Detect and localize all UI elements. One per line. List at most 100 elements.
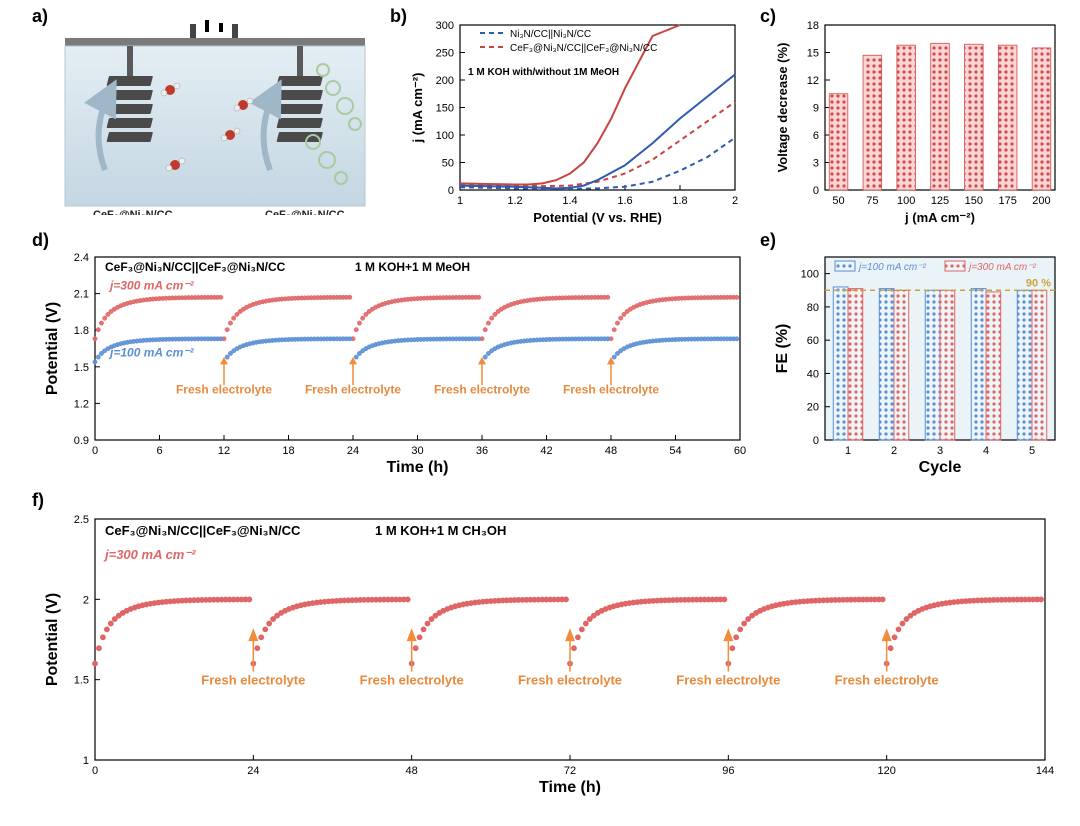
svg-text:FE (%): FE (%) (775, 324, 791, 374)
svg-text:1.4: 1.4 (562, 195, 577, 207)
svg-text:Fresh electrolyte: Fresh electrolyte (201, 672, 305, 687)
svg-text:50: 50 (832, 195, 844, 207)
svg-text:60: 60 (734, 445, 746, 457)
schematic-a: CeF₃@Ni₃N/CC CeF₃@Ni₃N/CC (55, 20, 375, 215)
svg-text:Fresh electrolyte: Fresh electrolyte (563, 383, 659, 397)
svg-text:15: 15 (807, 48, 819, 60)
svg-text:CeF₃@Ni₃N/CC||CeF₃@Ni₃N/CC: CeF₃@Ni₃N/CC||CeF₃@Ni₃N/CC (105, 523, 301, 538)
svg-text:Fresh electrolyte: Fresh electrolyte (176, 383, 272, 397)
svg-text:CeF₃@Ni₃N/CC: CeF₃@Ni₃N/CC (265, 209, 345, 215)
svg-text:150: 150 (965, 195, 983, 207)
svg-text:2.1: 2.1 (74, 289, 89, 301)
svg-text:2: 2 (732, 195, 738, 207)
svg-text:9: 9 (813, 103, 819, 115)
svg-text:1 M KOH+1 M MeOH: 1 M KOH+1 M MeOH (355, 260, 470, 274)
svg-text:2: 2 (891, 445, 897, 457)
panel-tag-e: e) (760, 230, 776, 251)
svg-text:30: 30 (411, 445, 423, 457)
svg-text:12: 12 (218, 445, 230, 457)
svg-text:1.8: 1.8 (74, 325, 89, 337)
svg-text:0: 0 (813, 185, 819, 197)
svg-text:Fresh electrolyte: Fresh electrolyte (360, 672, 464, 687)
svg-text:200: 200 (436, 75, 454, 87)
svg-text:144: 144 (1036, 765, 1054, 777)
svg-text:96: 96 (722, 765, 734, 777)
svg-text:50: 50 (442, 158, 454, 170)
svg-text:0: 0 (92, 765, 98, 777)
svg-text:1: 1 (457, 195, 463, 207)
svg-text:j=300 mA cm⁻²: j=300 mA cm⁻² (103, 547, 196, 562)
svg-text:Ni₃N/CC||Ni₃N/CC: Ni₃N/CC||Ni₃N/CC (510, 29, 591, 40)
svg-text:1.6: 1.6 (617, 195, 632, 207)
svg-text:Cycle: Cycle (919, 459, 962, 476)
svg-text:Time (h): Time (h) (539, 779, 601, 796)
chart-c: 50751001251501752000369121518j (mA cm⁻²)… (775, 15, 1065, 225)
chart-e: 12345020406080100CycleFE (%)90 %j=100 mA… (775, 245, 1065, 480)
svg-text:18: 18 (807, 20, 819, 32)
svg-text:Voltage decrease (%): Voltage decrease (%) (775, 43, 790, 173)
chart-b: 11.21.41.61.82050100150200250300Potentia… (405, 15, 745, 225)
svg-text:j=100 mA cm⁻²: j=100 mA cm⁻² (108, 346, 195, 360)
svg-text:0: 0 (448, 185, 454, 197)
svg-text:100: 100 (436, 130, 454, 142)
svg-text:Fresh electrolyte: Fresh electrolyte (835, 672, 939, 687)
svg-text:80: 80 (807, 302, 819, 314)
svg-text:54: 54 (669, 445, 681, 457)
svg-text:2: 2 (83, 594, 89, 606)
svg-text:90 %: 90 % (1026, 277, 1051, 289)
svg-text:CeF₃@Ni₃N/CC||CeF₃@Ni₃N/CC: CeF₃@Ni₃N/CC||CeF₃@Ni₃N/CC (105, 260, 286, 274)
svg-text:j=300 mA cm⁻²: j=300 mA cm⁻² (108, 278, 195, 292)
svg-text:j=300 mA cm⁻²: j=300 mA cm⁻² (967, 262, 1037, 273)
svg-text:1: 1 (845, 445, 851, 457)
svg-text:1.8: 1.8 (672, 195, 687, 207)
svg-text:2.5: 2.5 (74, 514, 89, 526)
svg-text:40: 40 (807, 368, 819, 380)
svg-text:18: 18 (282, 445, 294, 457)
svg-text:1 M KOH+1 M CH₃OH: 1 M KOH+1 M CH₃OH (375, 523, 506, 538)
panel-tag-c: c) (760, 6, 776, 27)
svg-text:200: 200 (1032, 195, 1050, 207)
svg-text:5: 5 (1029, 445, 1035, 457)
svg-text:125: 125 (931, 195, 949, 207)
svg-text:j (mA cm⁻²): j (mA cm⁻²) (410, 73, 425, 144)
svg-text:3: 3 (937, 445, 943, 457)
svg-text:j=100 mA cm⁻²: j=100 mA cm⁻² (857, 262, 927, 273)
svg-text:100: 100 (801, 269, 819, 281)
svg-text:6: 6 (813, 130, 819, 142)
svg-text:300: 300 (436, 20, 454, 32)
svg-text:48: 48 (605, 445, 617, 457)
svg-text:120: 120 (877, 765, 895, 777)
svg-text:0: 0 (92, 445, 98, 457)
svg-text:150: 150 (436, 103, 454, 115)
svg-text:Fresh electrolyte: Fresh electrolyte (518, 672, 622, 687)
svg-text:1.5: 1.5 (74, 675, 89, 687)
svg-text:100: 100 (897, 195, 915, 207)
svg-text:CeF₃@Ni₃N/CC: CeF₃@Ni₃N/CC (93, 209, 173, 215)
svg-text:Potential (V): Potential (V) (44, 593, 61, 686)
svg-text:Fresh electrolyte: Fresh electrolyte (676, 672, 780, 687)
svg-text:Fresh electrolyte: Fresh electrolyte (305, 383, 401, 397)
svg-text:Potential (V): Potential (V) (44, 302, 61, 395)
chart-d: 0 6 12 18 24 30 36 42 48 54 60 0.9 1.2 1.5 1.8 2.1 2.4 Ti… (40, 245, 750, 480)
svg-text:Time (h): Time (h) (387, 459, 449, 476)
svg-text:250: 250 (436, 48, 454, 60)
svg-text:24: 24 (247, 765, 259, 777)
svg-text:1.5: 1.5 (74, 362, 89, 374)
svg-text:1: 1 (83, 755, 89, 767)
svg-text:42: 42 (540, 445, 552, 457)
svg-text:2.4: 2.4 (74, 252, 89, 264)
svg-text:1.2: 1.2 (507, 195, 522, 207)
svg-text:24: 24 (347, 445, 359, 457)
svg-text:72: 72 (564, 765, 576, 777)
svg-text:j (mA cm⁻²): j (mA cm⁻²) (904, 210, 975, 225)
svg-text:20: 20 (807, 402, 819, 414)
svg-text:36: 36 (476, 445, 488, 457)
svg-text:1.2: 1.2 (74, 398, 89, 410)
svg-text:60: 60 (807, 335, 819, 347)
svg-text:CeF₃@Ni₃N/CC||CeF₃@Ni₃N/CC: CeF₃@Ni₃N/CC||CeF₃@Ni₃N/CC (510, 43, 657, 54)
svg-text:6: 6 (156, 445, 162, 457)
svg-text:48: 48 (406, 765, 418, 777)
svg-text:0.9: 0.9 (74, 435, 89, 447)
panel-tag-a: a) (32, 6, 48, 27)
svg-text:12: 12 (807, 75, 819, 87)
